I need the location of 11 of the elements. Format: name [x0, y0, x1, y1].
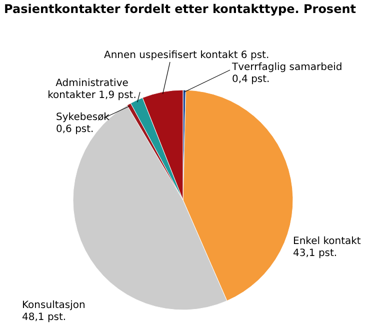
slice-label: Konsultasjon: [22, 300, 86, 311]
data-label: 0,4 pst.: [232, 74, 270, 85]
slice-label: Sykebesøk: [56, 112, 110, 123]
slice-label: Tverrfaglig samarbeid: [231, 62, 342, 73]
slice-label: Enkel kontakt: [293, 236, 361, 247]
slice-label: Annen uspesifisert kontakt 6 pst.: [104, 50, 270, 61]
chart-title: Pasientkontakter fordelt etter kontakttype. Prosent: [4, 2, 356, 16]
slice-label: Administrative kontakter 1,9 pst.: [48, 78, 136, 101]
data-label: 0,6 pst.: [56, 124, 94, 135]
data-label: 48,1 pst.: [22, 312, 66, 323]
data-label: 43,1 pst.: [293, 248, 338, 259]
